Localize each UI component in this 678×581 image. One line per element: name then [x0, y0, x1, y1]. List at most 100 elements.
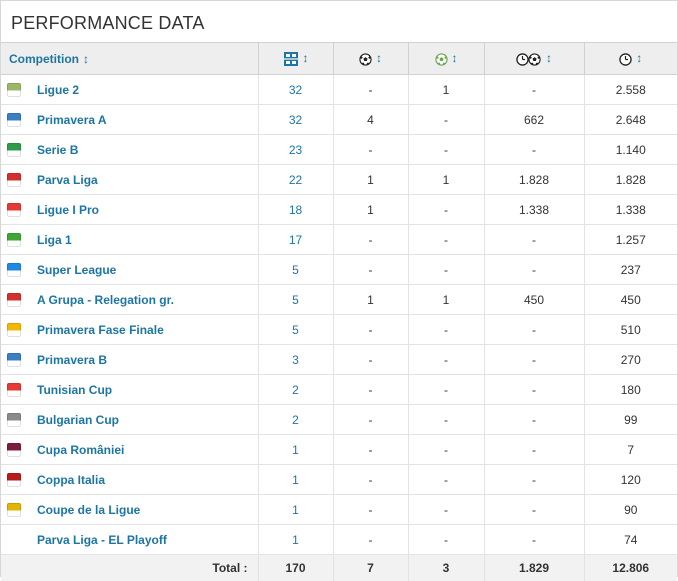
minutes-played-column-header[interactable]: ↕	[584, 43, 677, 75]
competition-link[interactable]: Super League	[37, 263, 116, 277]
minutes-per-goal-icon	[516, 53, 542, 66]
minutes-played-icon	[619, 53, 632, 66]
competition-cell: A Grupa - Relegation gr.	[1, 285, 258, 315]
competition-logo-icon	[7, 173, 21, 187]
competition-link[interactable]: Bulgarian Cup	[37, 413, 119, 427]
assists-cell: -	[408, 345, 484, 375]
competition-cell: Tunisian Cup	[1, 375, 258, 405]
goals-icon	[359, 53, 372, 66]
competition-link[interactable]: Ligue 2	[37, 83, 79, 97]
minutes-per-goal-cell: -	[484, 345, 584, 375]
assists-cell: -	[408, 195, 484, 225]
competition-logo-icon	[7, 263, 21, 277]
total-minutes-per-goal: 1.829	[484, 555, 584, 581]
competition-cell: Coupe de la Ligue	[1, 495, 258, 525]
minutes-per-goal-cell: -	[484, 255, 584, 285]
appearances-cell[interactable]: 18	[258, 195, 333, 225]
minutes-per-goal-cell: 450	[484, 285, 584, 315]
assists-column-header[interactable]: ↕	[408, 43, 484, 75]
competition-logo-icon	[7, 503, 21, 517]
appearances-cell[interactable]: 2	[258, 375, 333, 405]
appearances-cell[interactable]: 1	[258, 435, 333, 465]
appearances-cell[interactable]: 23	[258, 135, 333, 165]
competition-link[interactable]: Tunisian Cup	[37, 383, 112, 397]
competition-link[interactable]: Parva Liga - EL Playoff	[37, 533, 167, 547]
competition-link[interactable]: Primavera B	[37, 353, 107, 367]
competition-logo-icon	[7, 353, 21, 367]
goals-cell: 1	[333, 195, 408, 225]
minutes-per-goal-cell: -	[484, 135, 584, 165]
competition-link[interactable]: Liga 1	[37, 233, 72, 247]
minutes-played-cell: 99	[584, 405, 677, 435]
minutes-per-goal-cell: -	[484, 525, 584, 555]
assists-icon	[435, 53, 448, 66]
appearances-cell[interactable]: 22	[258, 165, 333, 195]
minutes-per-goal-cell: 662	[484, 105, 584, 135]
minutes-played-cell: 237	[584, 255, 677, 285]
sort-icon: ↕	[83, 52, 89, 66]
goals-cell: -	[333, 495, 408, 525]
competition-link[interactable]: Coppa Italia	[37, 473, 105, 487]
appearances-cell[interactable]: 17	[258, 225, 333, 255]
competition-link[interactable]: Coupe de la Ligue	[37, 503, 140, 517]
appearances-cell[interactable]: 1	[258, 465, 333, 495]
competition-logo-icon	[7, 143, 21, 157]
minutes-per-goal-cell: -	[484, 435, 584, 465]
assists-cell: -	[408, 405, 484, 435]
minutes-played-cell: 74	[584, 525, 677, 555]
performance-table: Competition↕ ↕	[1, 42, 677, 581]
appearances-cell[interactable]: 5	[258, 285, 333, 315]
appearances-column-header[interactable]: ↕	[258, 43, 333, 75]
appearances-cell[interactable]: 2	[258, 405, 333, 435]
appearances-cell[interactable]: 1	[258, 495, 333, 525]
sort-icon: ↕	[376, 51, 382, 65]
competition-column-header[interactable]: Competition↕	[1, 43, 258, 75]
appearances-cell[interactable]: 3	[258, 345, 333, 375]
goals-cell: 1	[333, 285, 408, 315]
goals-column-header[interactable]: ↕	[333, 43, 408, 75]
minutes-per-goal-cell: -	[484, 225, 584, 255]
assists-cell: -	[408, 315, 484, 345]
minutes-played-cell: 510	[584, 315, 677, 345]
competition-logo-icon	[7, 83, 21, 97]
goals-cell: -	[333, 435, 408, 465]
appearances-cell[interactable]: 32	[258, 105, 333, 135]
appearances-cell[interactable]: 5	[258, 315, 333, 345]
minutes-played-cell: 180	[584, 375, 677, 405]
competition-link[interactable]: Cupa României	[37, 443, 124, 457]
competition-link[interactable]: Ligue I Pro	[37, 203, 99, 217]
total-minutes-played: 12.806	[584, 555, 677, 581]
assists-cell: 1	[408, 75, 484, 105]
appearances-cell[interactable]: 32	[258, 75, 333, 105]
appearances-icon	[283, 51, 299, 67]
competition-cell: Cupa României	[1, 435, 258, 465]
competition-link[interactable]: Primavera A	[37, 113, 107, 127]
sort-icon: ↕	[303, 51, 309, 65]
competition-logo-icon	[7, 383, 21, 397]
competition-link[interactable]: Parva Liga	[37, 173, 98, 187]
assists-cell: -	[408, 105, 484, 135]
minutes-played-cell: 1.140	[584, 135, 677, 165]
minutes-played-cell: 1.828	[584, 165, 677, 195]
competition-cell: Super League	[1, 255, 258, 285]
competition-cell: Ligue 2	[1, 75, 258, 105]
appearances-cell[interactable]: 1	[258, 525, 333, 555]
competition-cell: Primavera Fase Finale	[1, 315, 258, 345]
minutes-played-cell: 270	[584, 345, 677, 375]
competition-link[interactable]: Serie B	[37, 143, 78, 157]
minutes-per-goal-cell: -	[484, 465, 584, 495]
competition-link[interactable]: A Grupa - Relegation gr.	[37, 293, 174, 307]
competition-logo-icon	[7, 293, 21, 307]
minutes-per-goal-column-header[interactable]: ↕	[484, 43, 584, 75]
assists-cell: -	[408, 375, 484, 405]
appearances-cell[interactable]: 5	[258, 255, 333, 285]
competition-link[interactable]: Primavera Fase Finale	[37, 323, 164, 337]
sort-icon: ↕	[546, 51, 552, 65]
